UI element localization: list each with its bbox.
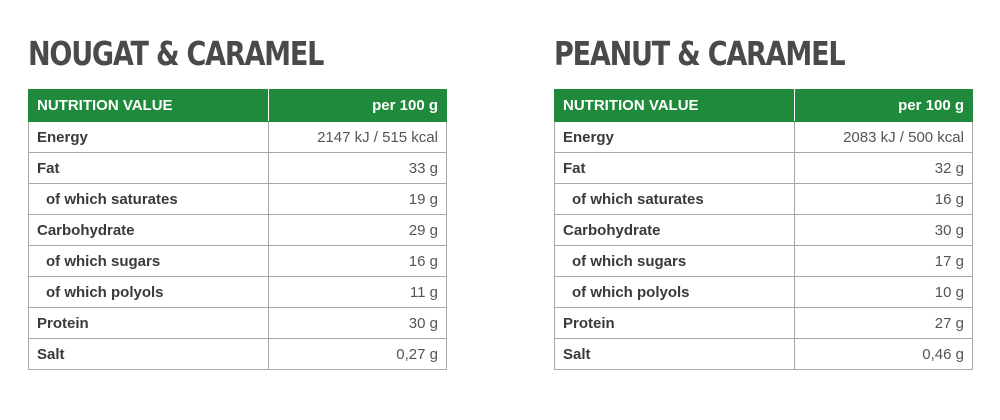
table-row: Carbohydrate 30 g <box>554 214 973 246</box>
table-row: Protein 30 g <box>28 307 447 339</box>
row-value-saturates: 19 g <box>268 183 447 215</box>
row-label-energy: Energy <box>554 121 795 153</box>
product-title: PEANUT & CARAMEL <box>554 34 846 73</box>
header-unit: per 100 g <box>794 89 973 122</box>
row-value-sugars: 16 g <box>268 245 447 277</box>
row-value-energy: 2083 kJ / 500 kcal <box>794 121 973 153</box>
table-row: Protein 27 g <box>554 307 973 339</box>
nutrition-table: NUTRITION VALUE per 100 g Energy 2147 kJ… <box>28 89 447 370</box>
row-value-sugars: 17 g <box>794 245 973 277</box>
table-row: Carbohydrate 29 g <box>28 214 447 246</box>
row-value-salt: 0,46 g <box>794 338 973 370</box>
row-value-polyols: 11 g <box>268 276 447 308</box>
header-label: NUTRITION VALUE <box>28 89 269 122</box>
table-row: Salt 0,27 g <box>28 338 447 370</box>
row-label-polyols: of which polyols <box>554 276 795 308</box>
row-value-carbohydrate: 29 g <box>268 214 447 246</box>
table-row: of which saturates 16 g <box>554 183 973 215</box>
row-label-sugars: of which sugars <box>554 245 795 277</box>
product-title: NOUGAT & CARAMEL <box>28 34 324 73</box>
row-label-fat: Fat <box>554 152 795 184</box>
table-row: of which saturates 19 g <box>28 183 447 215</box>
header-unit: per 100 g <box>268 89 447 122</box>
row-label-saturates: of which saturates <box>28 183 269 215</box>
row-label-protein: Protein <box>28 307 269 339</box>
row-label-carbohydrate: Carbohydrate <box>28 214 269 246</box>
row-label-saturates: of which saturates <box>554 183 795 215</box>
row-label-sugars: of which sugars <box>28 245 269 277</box>
row-value-carbohydrate: 30 g <box>794 214 973 246</box>
row-value-saturates: 16 g <box>794 183 973 215</box>
table-row: Energy 2147 kJ / 515 kcal <box>28 121 447 153</box>
row-label-polyols: of which polyols <box>28 276 269 308</box>
row-value-salt: 0,27 g <box>268 338 447 370</box>
row-label-energy: Energy <box>28 121 269 153</box>
table-header-row: NUTRITION VALUE per 100 g <box>554 89 973 122</box>
table-row: Salt 0,46 g <box>554 338 973 370</box>
row-value-protein: 27 g <box>794 307 973 339</box>
table-row: Fat 32 g <box>554 152 973 184</box>
row-label-salt: Salt <box>28 338 269 370</box>
row-label-protein: Protein <box>554 307 795 339</box>
nutrition-table: NUTRITION VALUE per 100 g Energy 2083 kJ… <box>554 89 973 370</box>
row-value-fat: 33 g <box>268 152 447 184</box>
table-row: of which polyols 10 g <box>554 276 973 308</box>
row-label-carbohydrate: Carbohydrate <box>554 214 795 246</box>
table-row: of which sugars 16 g <box>28 245 447 277</box>
table-row: of which polyols 11 g <box>28 276 447 308</box>
table-row: of which sugars 17 g <box>554 245 973 277</box>
row-label-fat: Fat <box>28 152 269 184</box>
row-value-energy: 2147 kJ / 515 kcal <box>268 121 447 153</box>
header-label: NUTRITION VALUE <box>554 89 795 122</box>
table-row: Fat 33 g <box>28 152 447 184</box>
table-row: Energy 2083 kJ / 500 kcal <box>554 121 973 153</box>
row-value-fat: 32 g <box>794 152 973 184</box>
row-value-protein: 30 g <box>268 307 447 339</box>
row-value-polyols: 10 g <box>794 276 973 308</box>
row-label-salt: Salt <box>554 338 795 370</box>
table-header-row: NUTRITION VALUE per 100 g <box>28 89 447 122</box>
